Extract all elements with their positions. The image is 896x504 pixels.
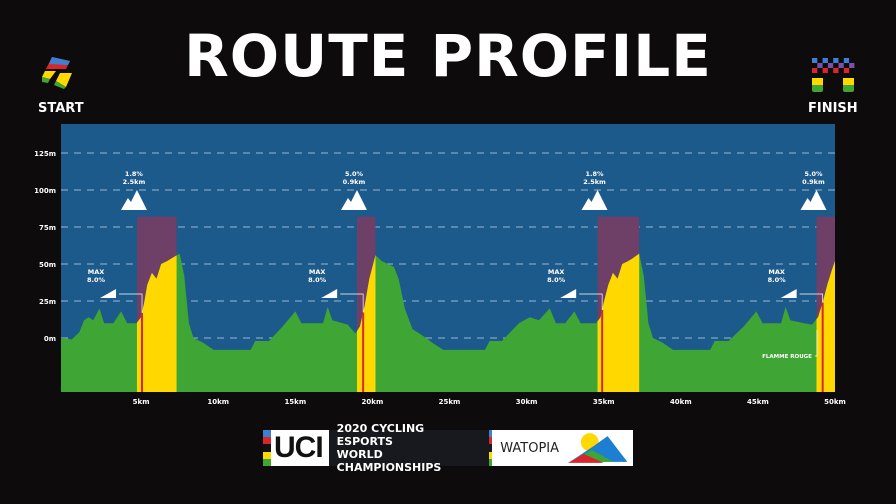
max-gradient-value: 8.0% <box>87 276 106 284</box>
y-tick-label: 50m <box>39 261 56 269</box>
start-label: START <box>38 101 84 116</box>
championship-title: 2020 CYCLING ESPORTS WORLD CHAMPIONSHIPS <box>328 422 490 474</box>
climb-gradient-label: 5.0% <box>345 170 364 178</box>
x-tick-label: 25km <box>439 398 461 406</box>
x-tick-label: 35km <box>593 398 615 406</box>
max-label: MAX <box>768 268 785 276</box>
max-gradient-value: 8.0% <box>308 276 327 284</box>
championship-logo-bar: UCI 2020 CYCLING ESPORTS WORLD CHAMPIONS… <box>263 422 633 474</box>
climb-segment <box>136 255 177 392</box>
flamme-rouge-label: FLAMME ROUGE <box>762 354 812 360</box>
gradient-icon <box>100 289 117 298</box>
x-tick-label: 40km <box>670 398 692 406</box>
finish-label: FINISH <box>808 101 858 116</box>
championship-line-2: WORLD CHAMPIONSHIPS <box>336 448 442 474</box>
y-tick-label: 100m <box>34 187 56 195</box>
climb-segment <box>356 255 376 392</box>
climb-gradient-label: 1.8% <box>125 170 144 178</box>
max-gradient-value: 8.0% <box>768 276 787 284</box>
y-tick-label: 125m <box>34 150 56 158</box>
finish-icon <box>812 58 855 92</box>
mountain-icon <box>581 190 608 210</box>
mountain-icon <box>120 190 147 210</box>
climb-segment <box>816 261 835 392</box>
watopia-logo-icon <box>567 433 628 463</box>
y-tick-label: 0m <box>44 335 56 343</box>
x-tick-label: 10km <box>207 398 229 406</box>
x-tick-label: 30km <box>516 398 538 406</box>
max-gradient-value: 8.0% <box>547 276 566 284</box>
max-gradient-leader <box>340 293 364 313</box>
x-tick-label: 50km <box>824 398 846 406</box>
climb-segment <box>597 253 640 392</box>
y-tick-label: 25m <box>39 298 56 306</box>
max-gradient-leader <box>119 293 143 313</box>
championship-line-1: 2020 CYCLING ESPORTS <box>336 422 425 448</box>
x-tick-label: 20km <box>362 398 384 406</box>
max-label: MAX <box>88 268 105 276</box>
flamme-rouge-leader <box>814 330 818 357</box>
x-tick-label: 15km <box>284 398 306 406</box>
max-gradient-leader <box>799 293 824 303</box>
climb-gradient-label: 5.0% <box>804 170 823 178</box>
gradient-icon <box>560 289 577 298</box>
uci-logo: UCI <box>263 430 329 467</box>
climb-length-label: 2.5km <box>583 178 606 186</box>
x-tick-label: 45km <box>747 398 769 406</box>
start-icon <box>42 57 72 89</box>
max-gradient-leader <box>579 293 603 310</box>
max-label: MAX <box>309 268 326 276</box>
mountain-icon <box>800 190 827 210</box>
climb-length-label: 0.9km <box>343 178 366 186</box>
climb-length-label: 2.5km <box>123 178 146 186</box>
page-title: ROUTE PROFILE <box>184 22 712 90</box>
watopia-label: WATOPIA <box>500 440 560 456</box>
uci-text: UCI <box>274 431 324 464</box>
x-tick-label: 5km <box>133 398 150 406</box>
y-tick-label: 75m <box>39 224 56 232</box>
terrain-area <box>61 253 835 392</box>
mountain-icon <box>340 190 367 210</box>
gradient-icon <box>780 289 797 298</box>
max-label: MAX <box>548 268 565 276</box>
route-profile-chart: 0m 25m 50m 75m 100m 125m 5km 10km 15km 20km 25km 30… <box>34 124 846 406</box>
gradient-icon <box>321 289 338 298</box>
climb-length-label: 0.9km <box>802 178 825 186</box>
climb-gradient-label: 1.8% <box>586 170 605 178</box>
